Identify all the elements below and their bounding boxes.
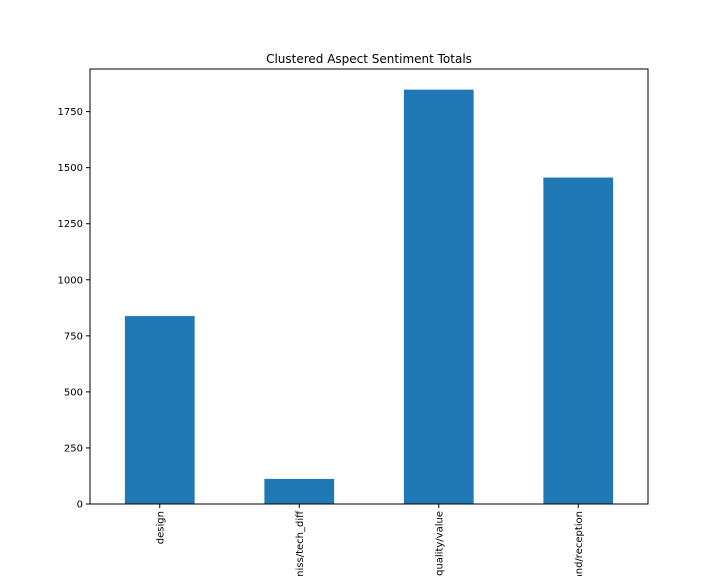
bar-3 bbox=[543, 177, 614, 504]
x-tick-label-0: design bbox=[155, 511, 166, 544]
bar-0 bbox=[124, 316, 195, 504]
y-tick-label-0: 0 bbox=[77, 500, 83, 511]
bar-1 bbox=[264, 478, 335, 504]
y-tick-label-5: 1250 bbox=[58, 219, 83, 230]
y-axis: 0 250 500 750 1000 1250 1500 1750 bbox=[58, 107, 90, 511]
x-tick-label-3: brand/reception bbox=[574, 511, 585, 576]
x-tick-label-1: miss/tech_diff bbox=[295, 510, 306, 576]
chart-title: Clustered Aspect Sentiment Totals bbox=[266, 52, 472, 66]
plot-frame bbox=[89, 68, 649, 505]
y-tick-label-1: 250 bbox=[64, 443, 83, 454]
y-tick-label-4: 1000 bbox=[58, 275, 83, 286]
y-tick-label-7: 1750 bbox=[58, 107, 83, 118]
bar-2 bbox=[403, 89, 474, 504]
x-axis: design miss/tech_diff quality/value brand/r… bbox=[155, 504, 585, 576]
x-tick-label-2: quality/value bbox=[434, 511, 445, 576]
y-tick-label-3: 750 bbox=[64, 331, 83, 342]
y-tick-label-6: 1500 bbox=[58, 163, 83, 174]
y-tick-label-2: 500 bbox=[64, 387, 83, 398]
bars-layer bbox=[124, 89, 614, 504]
